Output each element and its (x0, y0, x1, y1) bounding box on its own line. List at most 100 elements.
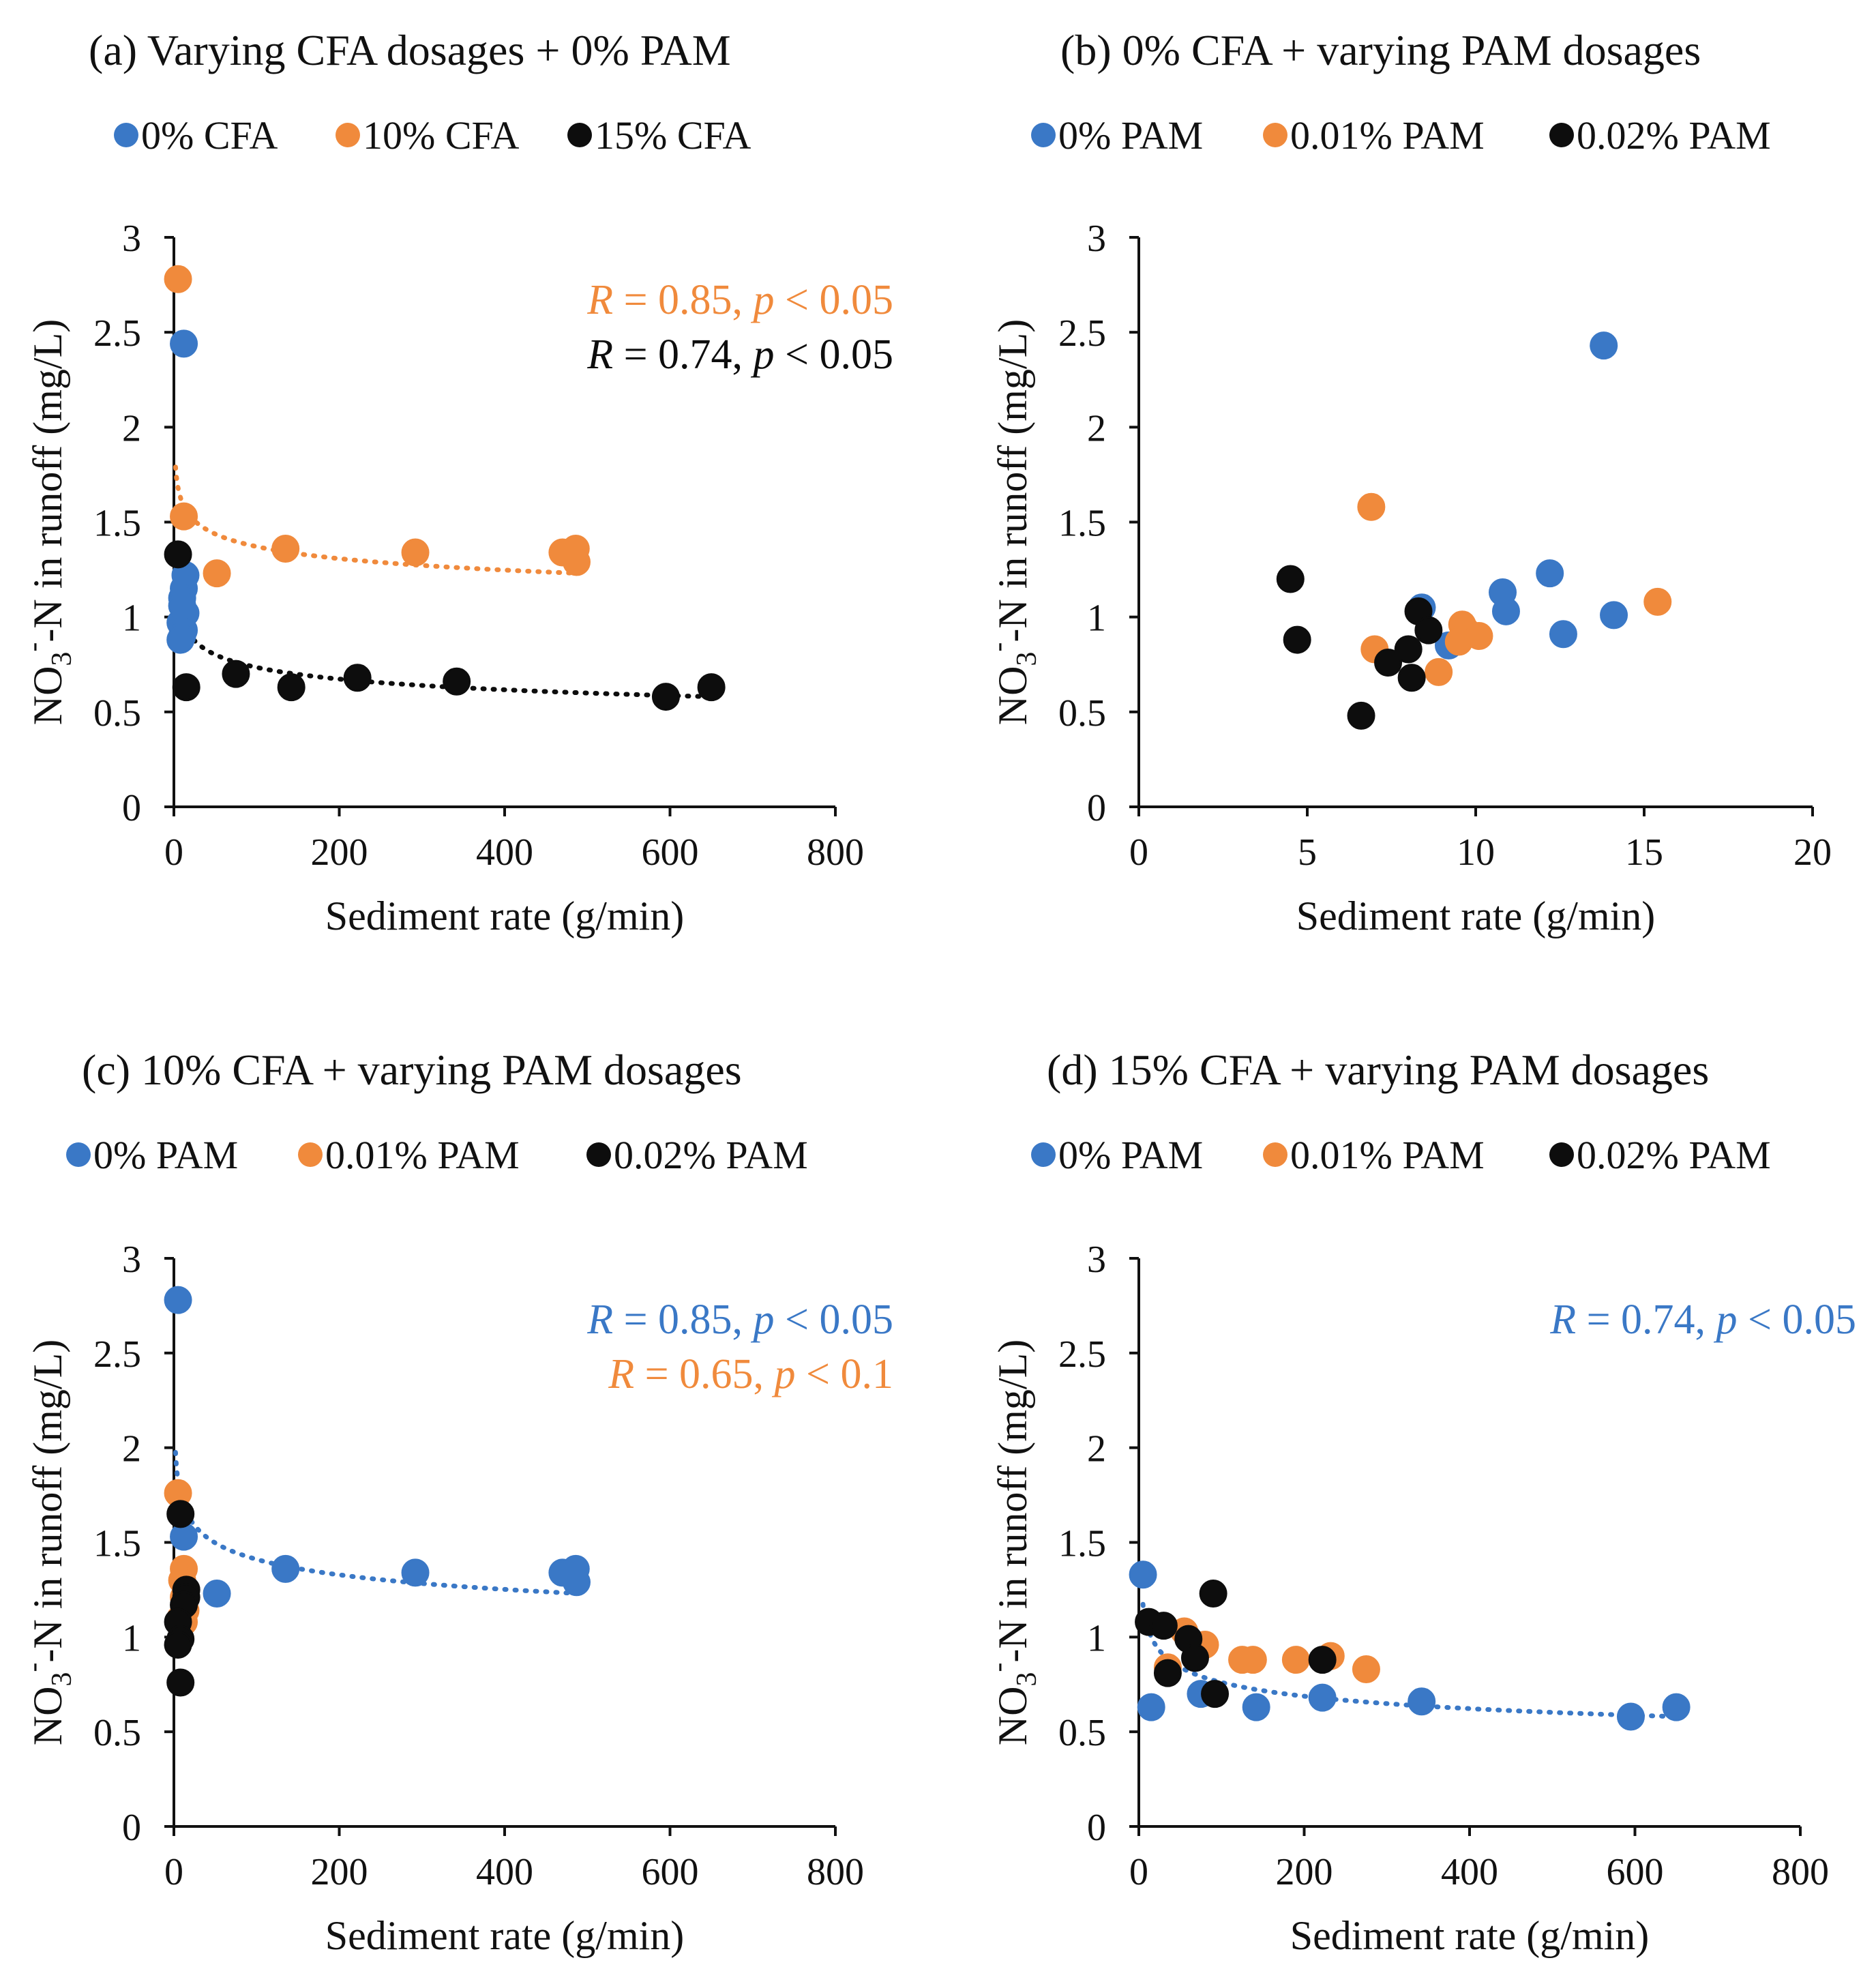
data-point (1616, 1702, 1645, 1731)
y-axis-label: NO3--N in runoff (mg/L) (18, 319, 78, 725)
panel-title: (a) Varying CFA dosages + 0% PAM (89, 26, 731, 74)
y-tick-label: 1.5 (93, 503, 141, 545)
panel-d: (d) 15% CFA + varying PAM dosages 0% PAM 0… (983, 1046, 1856, 1958)
data-point (1201, 1680, 1230, 1708)
x-tick-label: 0 (1129, 1851, 1148, 1893)
correlation-annotation: R = 0.74, p < 0.05 (1549, 1297, 1856, 1343)
y-axis-label: NO3--N in runoff (mg/L) (18, 1339, 78, 1745)
data-point (271, 1554, 300, 1583)
y-tick-label: 1.5 (1058, 503, 1106, 545)
legend-marker (586, 1142, 611, 1167)
legend-label: 0.01% PAM (325, 1133, 520, 1177)
data-point (1549, 620, 1577, 649)
panel-title: (d) 15% CFA + varying PAM dosages (1047, 1046, 1709, 1094)
data-point (164, 265, 192, 293)
x-tick-label: 200 (311, 831, 368, 874)
x-axis-label: Sediment rate (g/min) (1290, 1913, 1650, 1958)
y-tick-label: 0 (1087, 1807, 1106, 1849)
legend-marker (1549, 1142, 1574, 1167)
legend-label: 0.02% PAM (1577, 113, 1771, 158)
data-point (1600, 601, 1628, 630)
x-tick-label: 800 (807, 1851, 864, 1893)
data-point (343, 664, 372, 692)
data-point (697, 673, 726, 702)
y-tick-label: 2 (1087, 1428, 1106, 1470)
data-point (1308, 1646, 1337, 1674)
data-point (172, 673, 200, 702)
x-tick-label: 10 (1457, 831, 1495, 874)
x-tick-label: 600 (642, 831, 699, 874)
x-tick-label: 5 (1298, 831, 1317, 874)
legend-marker (336, 123, 360, 147)
correlation-annotation: R = 0.74, p < 0.05 (586, 331, 893, 378)
y-tick-label: 2 (1087, 407, 1106, 449)
data-point (562, 548, 591, 576)
correlation-annotation: R = 0.85, p < 0.05 (586, 1297, 893, 1343)
data-point (1242, 1693, 1270, 1721)
data-point (1283, 625, 1311, 654)
data-point (1491, 597, 1520, 625)
x-tick-label: 0 (164, 831, 183, 874)
y-tick-label: 2.5 (93, 1333, 141, 1376)
y-tick-label: 0 (122, 787, 141, 829)
data-point (1643, 587, 1672, 616)
data-point (1238, 1646, 1267, 1674)
data-point (1281, 1646, 1310, 1674)
data-point (1590, 331, 1618, 360)
legend-label: 0% PAM (1058, 113, 1203, 158)
data-point (166, 1668, 195, 1697)
y-tick-label: 1 (122, 1617, 141, 1659)
data-point (166, 1500, 195, 1528)
x-axis-label: Sediment rate (g/min) (1296, 893, 1656, 938)
data-point (164, 540, 192, 569)
y-tick-label: 1.5 (1058, 1523, 1106, 1565)
data-point (1352, 1655, 1380, 1684)
y-tick-label: 2 (122, 1428, 141, 1470)
panel-title: (c) 10% CFA + varying PAM dosages (82, 1046, 742, 1094)
data-point (170, 329, 198, 358)
y-tick-label: 2 (122, 407, 141, 449)
legend-label: 0.01% PAM (1290, 1133, 1485, 1177)
data-point (164, 1286, 192, 1314)
y-axis-label: NO3--N in runoff (mg/L) (983, 1339, 1043, 1745)
y-tick-label: 3 (122, 218, 141, 260)
legend-marker (1263, 1142, 1287, 1167)
x-axis-label: Sediment rate (g/min) (325, 1913, 685, 1958)
data-point (168, 591, 196, 620)
legend-label: 10% CFA (363, 113, 519, 158)
x-axis-label: Sediment rate (g/min) (325, 893, 685, 938)
legend-label: 0.01% PAM (1290, 113, 1485, 158)
y-axis-label: NO3--N in runoff (mg/L) (983, 319, 1043, 725)
x-tick-label: 400 (476, 831, 533, 874)
data-point (401, 538, 430, 567)
panel-c: (c) 10% CFA + varying PAM dosages 0% PAM 0… (18, 1046, 893, 1958)
legend-marker (1549, 123, 1574, 147)
data-point (203, 1579, 231, 1608)
x-tick-label: 200 (311, 1851, 368, 1893)
x-tick-label: 200 (1276, 1851, 1333, 1893)
correlation-annotation: R = 0.65, p < 0.1 (608, 1351, 893, 1397)
correlation-annotation: R = 0.85, p < 0.05 (586, 277, 893, 323)
legend-marker (567, 123, 592, 147)
data-point (1180, 1644, 1209, 1672)
data-point (1536, 559, 1564, 588)
y-tick-label: 3 (1087, 1239, 1106, 1281)
y-tick-label: 0.5 (93, 1712, 141, 1754)
data-point (170, 502, 198, 531)
data-point (1276, 565, 1305, 593)
x-tick-label: 800 (807, 831, 864, 874)
data-point (1425, 657, 1453, 686)
legend-marker (114, 123, 138, 147)
data-point (1149, 1612, 1178, 1640)
legend-label: 0% PAM (1058, 1133, 1203, 1177)
trend-line (1140, 1601, 1679, 1719)
x-tick-label: 0 (1129, 831, 1148, 874)
legend-marker (66, 1142, 91, 1167)
data-point (277, 673, 306, 702)
x-tick-label: 600 (1607, 1851, 1664, 1893)
legend-label: 0.02% PAM (1577, 1133, 1771, 1177)
x-tick-label: 0 (164, 1851, 183, 1893)
data-point (1662, 1693, 1691, 1721)
y-tick-label: 0.5 (93, 692, 141, 735)
